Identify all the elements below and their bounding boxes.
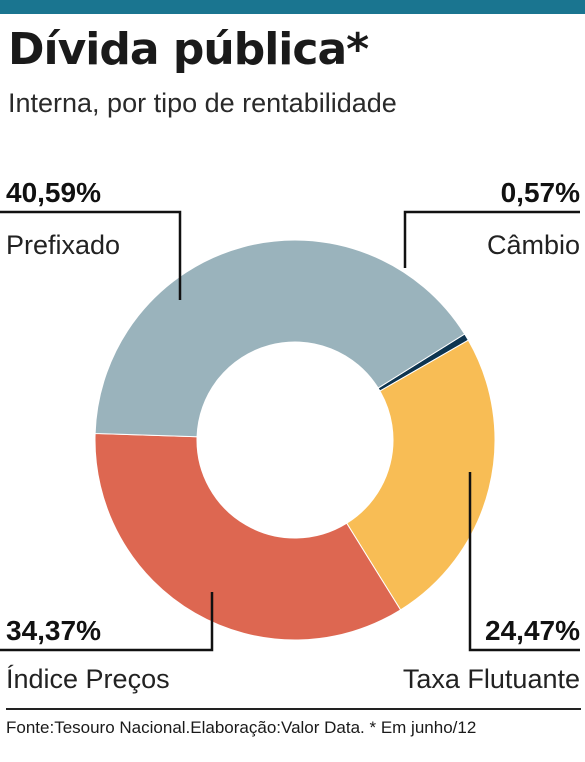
slice-indice-precos — [94, 432, 402, 641]
slice-label-taxa-flutuante: Taxa Flutuante — [403, 664, 580, 694]
slice-prefixado — [94, 239, 466, 438]
slice-label-indice-precos: Índice Preços — [6, 664, 170, 694]
leader-line-taxa-flutuante — [468, 472, 580, 652]
donut-slices — [94, 239, 496, 641]
slice-label-prefixado: Prefixado — [6, 230, 120, 260]
slice-label-cambio: Câmbio — [487, 230, 580, 260]
leader-line-cambio — [403, 210, 580, 268]
leader-lines — [0, 210, 580, 652]
chart-title: Dívida pública* — [8, 24, 369, 75]
header-accent-bar — [0, 0, 585, 14]
slice-value-label-taxa-flutuante: 24,47% — [485, 615, 580, 646]
slice-taxa-flutuante — [346, 339, 496, 611]
slice-value-label-indice-precos: 34,37% — [6, 615, 101, 646]
chart-subtitle: Interna, por tipo de rentabilidade — [8, 88, 397, 118]
donut-chart: 40,59% Prefixado 0,57% Câmbio 34,37% Índ… — [0, 177, 580, 694]
leader-line-prefixado — [0, 210, 182, 300]
leader-line-indice-precos — [0, 592, 214, 652]
slice-value-label-prefixado: 40,59% — [6, 177, 101, 208]
slice-value-label-cambio: 0,57% — [501, 177, 580, 208]
source-note: Fonte:Tesouro Nacional.Elaboração:Valor … — [6, 708, 581, 738]
